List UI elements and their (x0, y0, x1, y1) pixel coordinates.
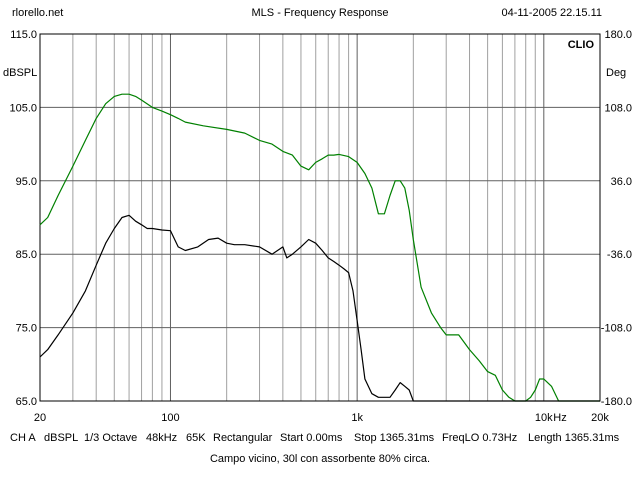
y-tick-label-right: 180.0 (604, 29, 632, 41)
y-axis-label-left: dBSPL (3, 67, 37, 79)
x-tick-label: 10k (535, 412, 553, 424)
unit-label: dBSPL (44, 432, 79, 444)
channel-label: CH A (10, 432, 36, 444)
timestamp: 04-11-2005 22.15.11 (501, 7, 602, 19)
chart-title: MLS - Frequency Response (251, 7, 389, 19)
axis-labels: 115.0 105.0 95.0 85.0 75.0 65.0 180.0 108.0 36.0… (3, 29, 632, 424)
y-tick-label-left: 75.0 (16, 323, 37, 335)
grid (40, 34, 600, 401)
frequency-response-chart: 115.0 105.0 95.0 85.0 75.0 65.0 180.0 108.0 36.0… (3, 29, 632, 424)
caption: Campo vicino, 30l con assorbente 80% cir… (209, 453, 431, 465)
smoothing-label: 1/3 Octave (84, 432, 138, 444)
y-tick-label-right: 108.0 (604, 102, 632, 114)
sample-rate-label: 48kHz (146, 432, 178, 444)
y-tick-label-left: 85.0 (16, 249, 37, 261)
mls-size-label: 65K (186, 432, 206, 444)
y-tick-label-right: -36.0 (607, 249, 632, 261)
y-tick-label-left: 95.0 (16, 176, 37, 188)
x-tick-label: 20 (34, 412, 46, 424)
y-tick-label-left: 105.0 (9, 102, 37, 114)
x-axis-unit: Hz (553, 412, 566, 424)
y-axis-label-right: Deg (606, 67, 626, 79)
plot-frame (39, 33, 601, 402)
black-response-line (39, 214, 600, 402)
y-tick-label-right: -108.0 (601, 323, 632, 335)
stop-label: Stop 1365.31ms (354, 432, 435, 444)
x-tick-label: 20k (591, 412, 609, 424)
series-layer (39, 93, 600, 402)
start-label: Start 0.00ms (280, 432, 343, 444)
y-tick-label-left: 65.0 (16, 396, 37, 408)
y-tick-label-left: 115.0 (10, 29, 37, 41)
window-label: Rectangular (213, 432, 273, 444)
y-tick-label-right: 36.0 (611, 176, 632, 188)
site-label: rlorello.net (12, 7, 64, 19)
freqlo-label: FreqLO 0.73Hz (442, 432, 518, 444)
x-tick-label: 100 (161, 412, 179, 424)
length-label: Length 1365.31ms (528, 432, 620, 444)
clio-brand: CLIO (568, 39, 595, 51)
x-tick-label: 1k (351, 412, 363, 424)
y-tick-label-right: -180.0 (601, 396, 632, 408)
